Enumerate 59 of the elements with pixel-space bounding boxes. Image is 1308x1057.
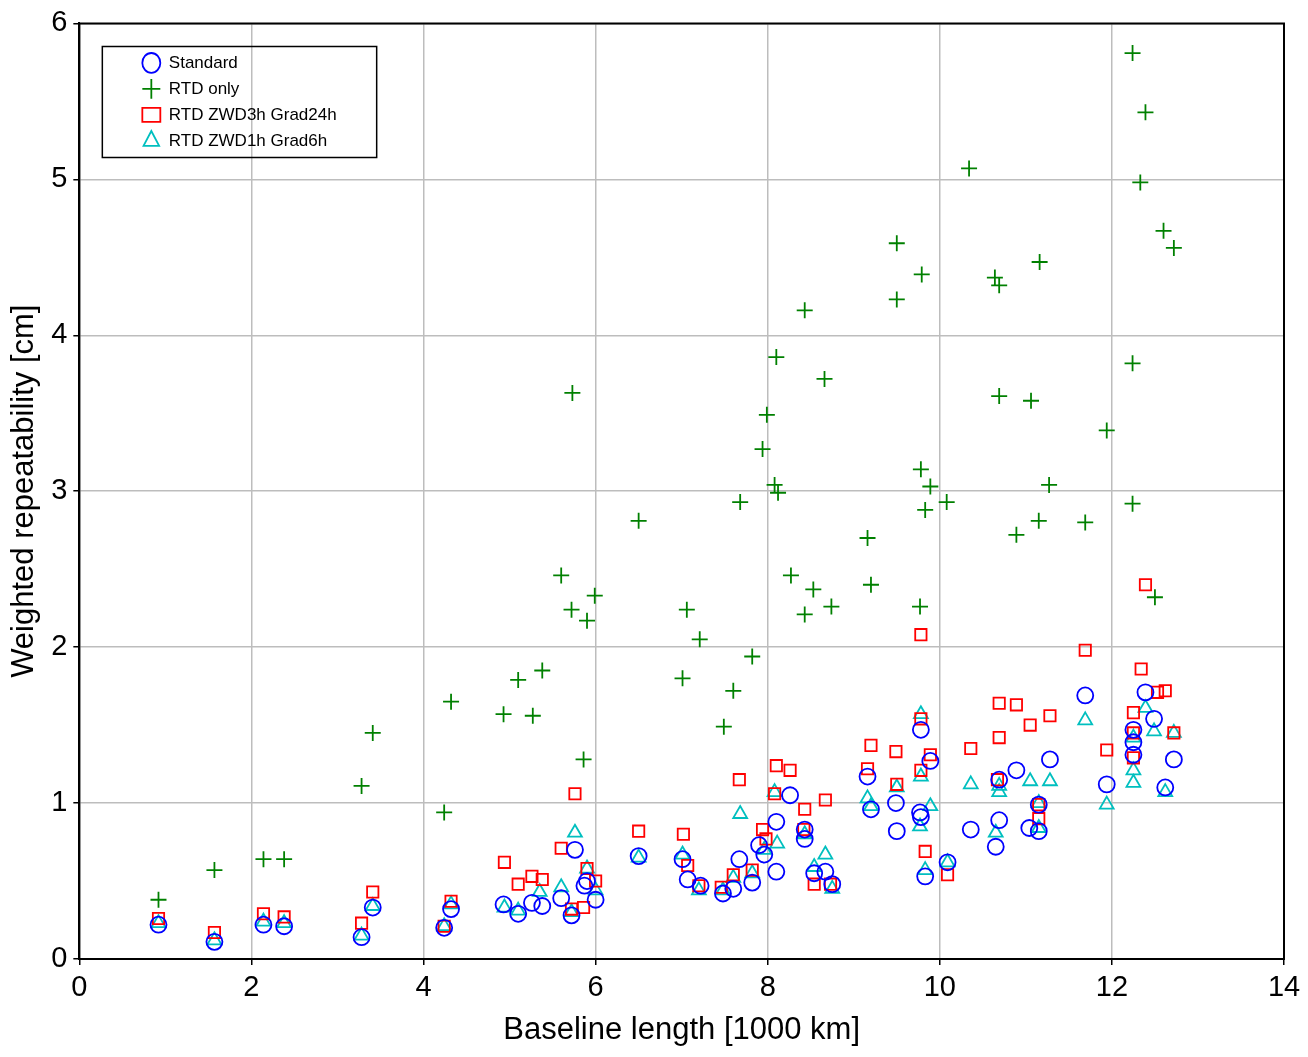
point: [912, 817, 928, 832]
point: [1146, 722, 1162, 737]
point: [150, 914, 167, 929]
point: [806, 858, 823, 872]
point: [567, 823, 583, 838]
legend-label: Standard: [168, 52, 238, 72]
y-tick-label: 1: [51, 785, 68, 818]
point: [962, 775, 979, 790]
point: [939, 853, 956, 868]
point: [510, 901, 526, 916]
point: [991, 777, 1008, 791]
point: [1022, 772, 1038, 787]
point: [859, 789, 876, 804]
point: [1125, 773, 1142, 788]
point: [353, 926, 370, 941]
x-axis-title: Baseline length [1000 km]: [503, 1010, 861, 1046]
point: [991, 783, 1008, 798]
point: [817, 845, 834, 860]
point: [863, 797, 879, 812]
point: [531, 883, 548, 897]
point: [255, 912, 272, 927]
x-tick-label: 2: [243, 970, 260, 1003]
point: [987, 823, 1004, 838]
point: [913, 767, 929, 782]
point: [1030, 819, 1047, 833]
point: [1042, 772, 1058, 787]
point: [674, 845, 691, 860]
point: [276, 914, 292, 929]
y-tick-label: 6: [51, 5, 68, 38]
point: [1125, 761, 1142, 776]
x-tick-label: 6: [587, 970, 604, 1003]
point: [769, 834, 786, 849]
point: [587, 881, 604, 896]
point: [206, 931, 223, 946]
point: [1157, 783, 1174, 798]
point: [913, 705, 929, 720]
point: [756, 840, 773, 855]
legend-label: RTD only: [168, 78, 240, 98]
y-tick-label: 4: [51, 317, 68, 350]
x-tick-label: 10: [923, 970, 956, 1003]
legend-label: RTD ZWD1h Grad6h: [168, 130, 328, 150]
point: [1137, 699, 1154, 713]
x-tick-label: 4: [415, 970, 432, 1003]
x-tick-label: 0: [71, 970, 88, 1003]
x-tick-label: 8: [759, 970, 776, 1003]
y-tick-label: 0: [51, 941, 68, 973]
y-tick-label: 2: [51, 629, 68, 662]
point: [1077, 711, 1094, 726]
point: [553, 878, 570, 893]
point: [1098, 795, 1115, 810]
point: [922, 797, 939, 812]
x-tick-label: 14: [1267, 970, 1301, 1003]
y-axis-title: Weighted repeatability [cm]: [5, 304, 41, 678]
legend-label: RTD ZWD3h Grad24h: [168, 104, 337, 124]
point: [732, 805, 749, 819]
point: [917, 861, 934, 876]
y-tick-label: 3: [51, 473, 68, 506]
x-tick-label: 12: [1095, 970, 1129, 1003]
y-tick-label: 5: [51, 161, 68, 194]
